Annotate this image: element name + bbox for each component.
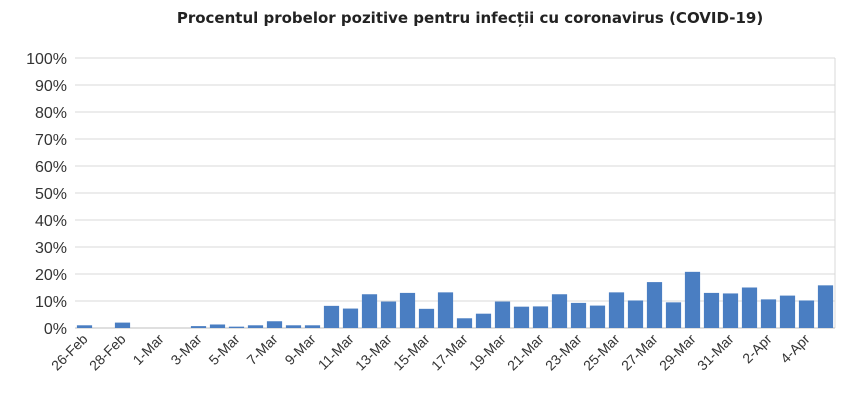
bar-5-Mar xyxy=(228,326,245,328)
bar-26-Feb xyxy=(76,325,93,328)
y-tick-label: 60% xyxy=(35,159,67,176)
y-tick-label: 100% xyxy=(26,51,67,68)
y-tick-label: 50% xyxy=(35,186,67,203)
bar-12-Mar xyxy=(361,294,378,328)
x-tick-label: 1-Mar xyxy=(129,331,166,368)
bar-31-Mar xyxy=(722,293,739,328)
bar-25-Mar xyxy=(608,292,625,328)
bar-13-Mar xyxy=(380,301,397,328)
x-tick-label: 29-Mar xyxy=(656,331,699,374)
bar-27-Mar xyxy=(646,282,663,328)
chart-title: Procentul probelor pozitive pentru infec… xyxy=(177,9,763,27)
x-tick-label: 25-Mar xyxy=(580,331,623,374)
bar-9-Mar xyxy=(304,325,321,328)
bar-4-Apr xyxy=(798,300,815,328)
bar-28-Mar xyxy=(665,302,682,328)
x-tick-label: 28-Feb xyxy=(86,331,129,374)
x-tick-label: 13-Mar xyxy=(352,331,395,374)
bar-14-Mar xyxy=(399,292,416,328)
bar-15-Mar xyxy=(418,308,435,328)
y-tick-label: 10% xyxy=(35,294,67,311)
bar-2-Apr xyxy=(760,299,777,328)
x-tick-label: 27-Mar xyxy=(618,331,661,374)
bar-7-Mar xyxy=(266,321,283,328)
y-tick-label: 20% xyxy=(35,267,67,284)
bar-6-Mar xyxy=(247,325,264,328)
x-tick-label: 4-Apr xyxy=(777,331,813,367)
bar-8-Mar xyxy=(285,325,302,328)
y-tick-label: 90% xyxy=(35,78,67,95)
bar-22-Mar xyxy=(551,294,568,328)
bar-24-Mar xyxy=(589,305,606,328)
bar-11-Mar xyxy=(342,308,359,328)
x-tick-label: 7-Mar xyxy=(243,331,280,368)
x-tick-label: 31-Mar xyxy=(694,331,737,374)
bar-19-Mar xyxy=(494,301,511,328)
bar-30-Mar xyxy=(703,292,720,328)
bar-10-Mar xyxy=(323,305,340,328)
y-tick-label: 80% xyxy=(35,105,67,122)
x-tick-label: 2-Apr xyxy=(739,331,775,367)
y-tick-label: 30% xyxy=(35,240,67,257)
y-tick-label: 40% xyxy=(35,213,67,230)
bar-28-Feb xyxy=(114,322,131,328)
bar-20-Mar xyxy=(513,306,530,328)
bar-23-Mar xyxy=(570,302,587,328)
bar-3-Mar xyxy=(190,326,207,328)
x-tick-label: 19-Mar xyxy=(466,331,509,374)
x-tick-label: 23-Mar xyxy=(542,331,585,374)
bar-3-Apr xyxy=(779,295,796,328)
bar-29-Mar xyxy=(684,271,701,328)
bar-1-Apr xyxy=(741,287,758,328)
x-tick-label: 17-Mar xyxy=(428,331,471,374)
bar-17-Mar xyxy=(456,318,473,328)
bar-4-Mar xyxy=(209,324,226,328)
x-tick-label: 9-Mar xyxy=(281,331,318,368)
bar-26-Mar xyxy=(627,300,644,328)
y-tick-label: 70% xyxy=(35,132,67,149)
x-tick-label: 5-Mar xyxy=(205,331,242,368)
x-tick-label: 21-Mar xyxy=(504,331,547,374)
x-tick-label: 3-Mar xyxy=(167,331,204,368)
y-tick-label: 0% xyxy=(44,321,67,338)
bar-21-Mar xyxy=(532,306,549,328)
bar-16-Mar xyxy=(437,292,454,328)
x-tick-label: 15-Mar xyxy=(390,331,433,374)
x-tick-label: 11-Mar xyxy=(315,331,357,373)
bar-18-Mar xyxy=(475,313,492,328)
bar-5-Apr xyxy=(817,285,834,328)
